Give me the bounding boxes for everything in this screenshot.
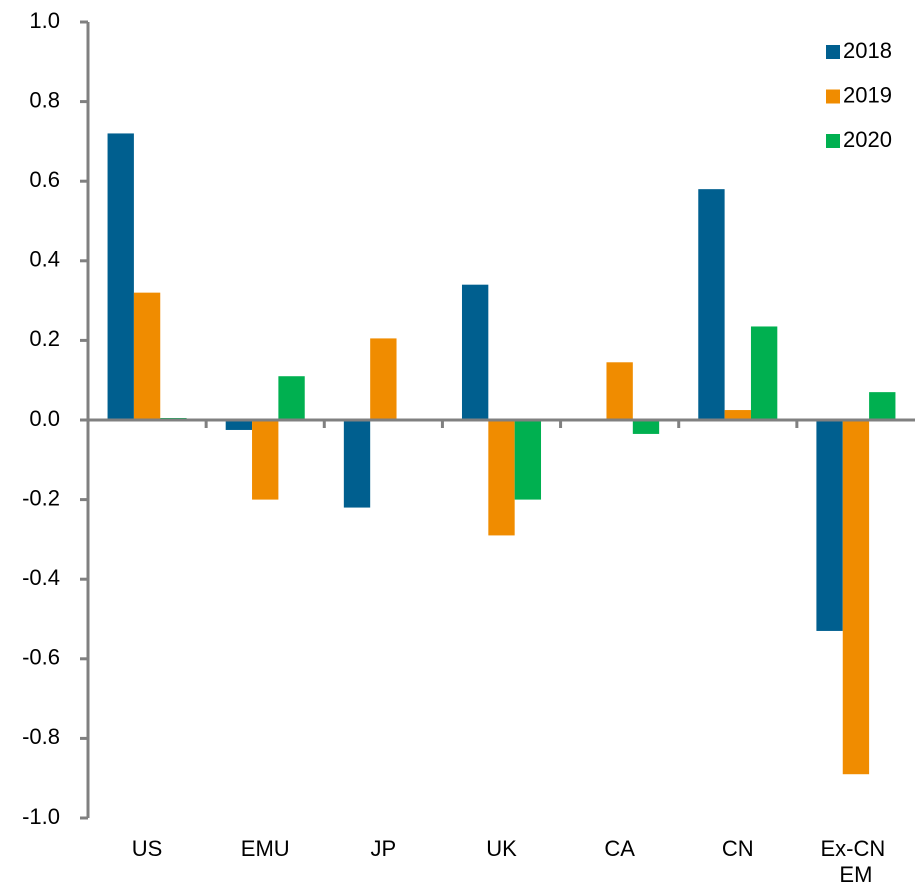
bar (488, 420, 515, 536)
legend-label: 2019 (843, 82, 892, 107)
x-tick-label: JP (371, 836, 397, 861)
x-tick-label: CA (604, 836, 635, 861)
x-tick-label: Ex-CN EM (820, 836, 891, 887)
legend-label: 2018 (843, 38, 892, 63)
x-tick-label: EMU (241, 836, 290, 861)
bar (343, 420, 371, 508)
legend-swatch (826, 45, 840, 59)
bar (724, 410, 751, 420)
y-tick-label: 0.0 (29, 406, 60, 431)
x-tick-label: CN (722, 836, 754, 861)
bar (632, 420, 660, 434)
bar (107, 133, 134, 420)
legend-label: 2020 (843, 127, 892, 152)
bar (514, 420, 542, 500)
legend-swatch (826, 134, 840, 148)
bar (816, 420, 843, 631)
bar (750, 326, 778, 420)
bar (278, 376, 305, 420)
bar (698, 189, 725, 420)
bar (606, 362, 633, 420)
y-tick-label: 0.8 (29, 87, 60, 112)
y-tick-label: -0.6 (22, 645, 60, 670)
y-tick-label: 0.6 (29, 167, 60, 192)
y-tick-label: -1.0 (22, 804, 60, 829)
y-tick-label: -0.2 (22, 485, 60, 510)
y-tick-label: 0.2 (29, 326, 60, 351)
bar (370, 338, 397, 420)
y-tick-label: 0.4 (29, 247, 60, 272)
y-tick-label: 1.0 (29, 8, 60, 33)
bar (869, 392, 896, 420)
bar (842, 420, 870, 775)
x-tick-label: UK (486, 836, 517, 861)
legend-swatch (826, 89, 840, 104)
bar (133, 292, 161, 420)
bar (252, 420, 279, 500)
bar (461, 284, 489, 420)
y-tick-label: -0.8 (22, 724, 60, 749)
y-tick-label: -0.4 (22, 565, 60, 590)
x-tick-label: US (132, 836, 163, 861)
bar (225, 420, 253, 430)
